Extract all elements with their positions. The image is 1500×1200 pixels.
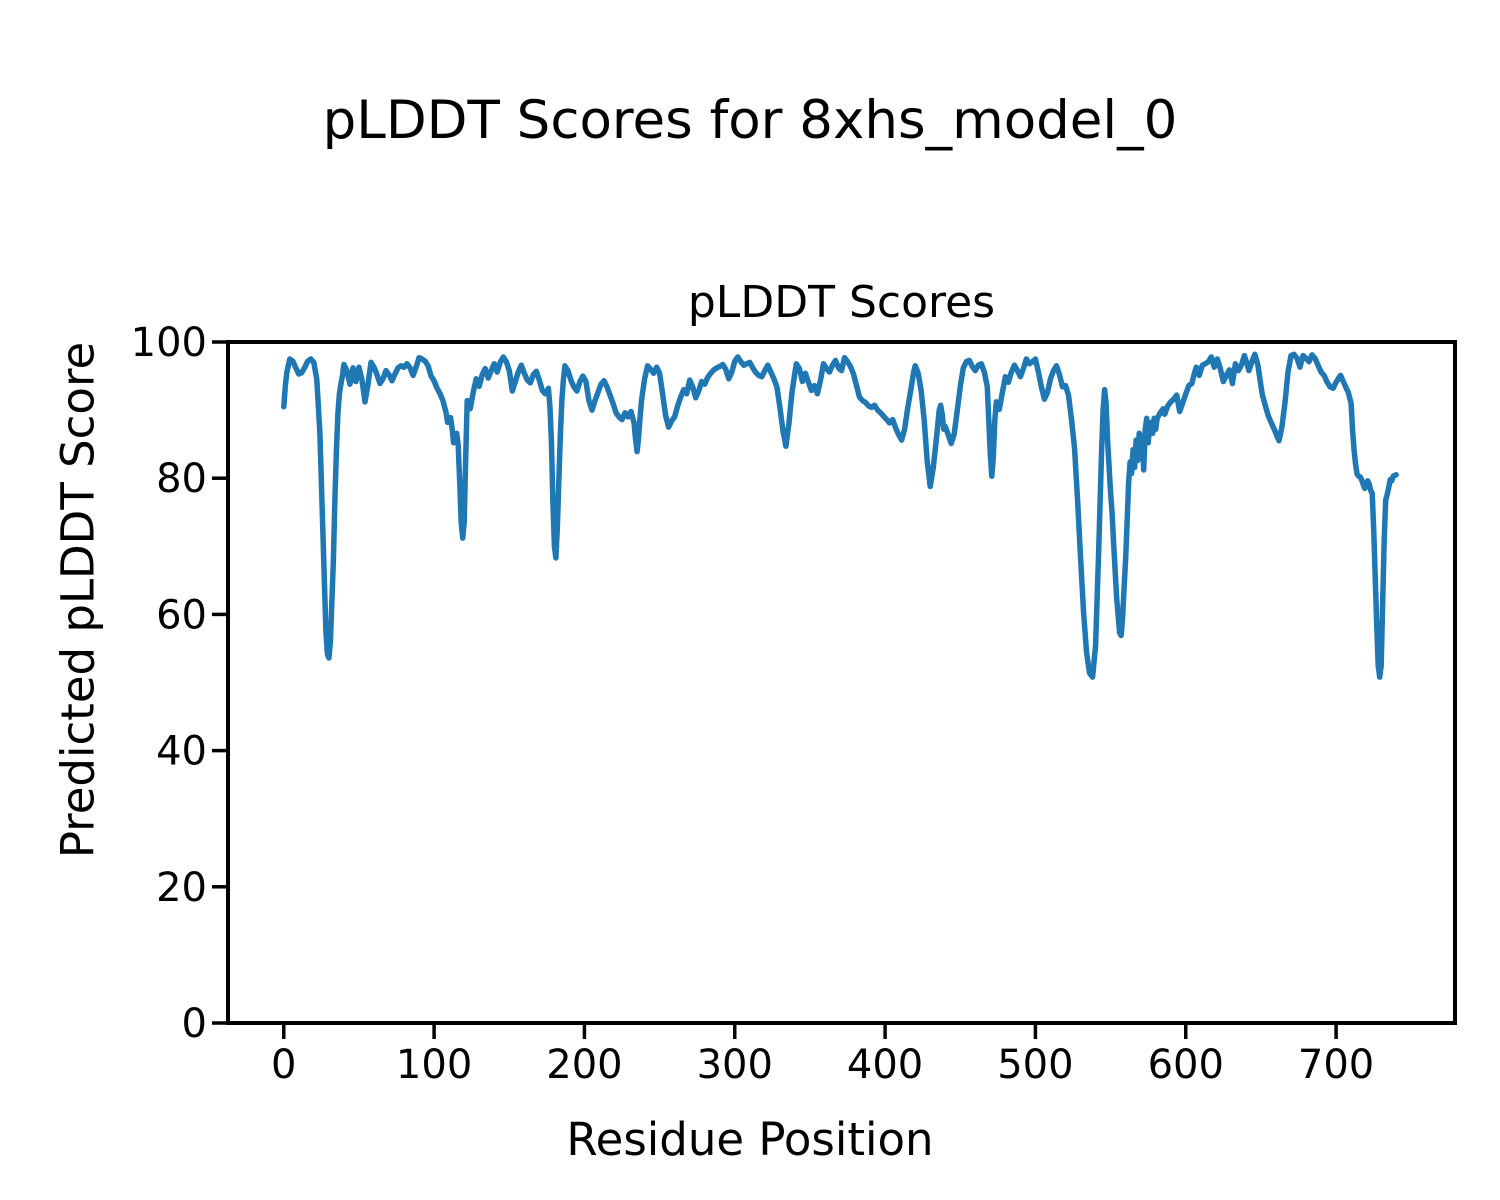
x-tick-label: 600 [1148, 1042, 1224, 1088]
figure-title: pLDDT Scores for 8xhs_model_0 [322, 90, 1178, 151]
x-tick-label: 100 [396, 1042, 472, 1088]
x-tick-label: 400 [847, 1042, 923, 1088]
x-axis-label: Residue Position [566, 1113, 934, 1166]
x-tick-label: 500 [997, 1042, 1073, 1088]
y-tick-label: 60 [156, 592, 207, 638]
y-tick-label: 100 [131, 320, 207, 366]
y-tick-label: 20 [156, 865, 207, 911]
plddt-line-series [281, 351, 1399, 680]
x-axis-ticks: 0 100 200 300 400 500 600 700 [271, 1025, 1374, 1088]
y-axis-ticks: 0 20 40 60 80 100 [131, 320, 226, 1047]
y-tick-label: 40 [156, 729, 207, 775]
x-tick-label: 200 [546, 1042, 622, 1088]
x-tick-label: 0 [271, 1042, 296, 1088]
y-tick-label: 80 [156, 456, 207, 502]
x-tick-label: 700 [1298, 1042, 1374, 1088]
axes-frame [226, 340, 1457, 1025]
axes-title: pLDDT Scores [687, 277, 996, 328]
x-tick-label: 300 [697, 1042, 773, 1088]
y-tick-label: 0 [182, 1001, 207, 1047]
